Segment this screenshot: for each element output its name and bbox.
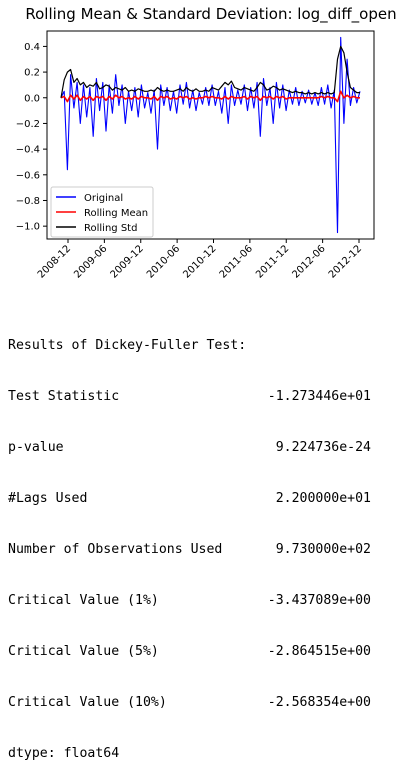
- y-tick-label: −0.8: [16, 196, 40, 207]
- result-label: Critical Value (1%): [8, 593, 159, 608]
- chart-title: Rolling Mean & Standard Deviation: log_d…: [25, 5, 396, 24]
- result-value: -1.273446e+01: [267, 389, 371, 404]
- result-row-critical-5: Critical Value (5%) -2.864515e+00: [8, 643, 371, 660]
- y-tick-label: 0.2: [24, 68, 40, 79]
- result-label: Test Statistic: [8, 389, 120, 404]
- x-tick-label: 2009-12: [109, 243, 146, 280]
- result-row-test-statistic: Test Statistic -1.273446e+01: [8, 388, 371, 405]
- y-tick-label: −1.0: [16, 222, 40, 233]
- y-tick-label: 0.4: [24, 42, 40, 53]
- result-label: Critical Value (5%): [8, 644, 159, 659]
- x-tick-label: 2011-06: [218, 243, 255, 280]
- result-value: -3.437089e+00: [267, 593, 371, 608]
- y-tick-label: 0.0: [24, 93, 40, 104]
- result-value: -2.568354e+00: [267, 695, 371, 710]
- result-value: 9.224736e-24: [275, 440, 371, 455]
- result-row-critical-1: Critical Value (1%) -3.437089e+00: [8, 592, 371, 609]
- dickey-fuller-results: Results of Dickey-Fuller Test: Test Stat…: [8, 303, 396, 779]
- result-label: Critical Value (10%): [8, 695, 167, 710]
- result-label: Number of Observations Used: [8, 542, 223, 557]
- series-line-rolling-std: [60, 45, 360, 98]
- result-value: 9.730000e+02: [275, 542, 371, 557]
- x-tick-label: 2012-06: [290, 243, 327, 280]
- legend: Original Rolling Mean Rolling Std: [50, 186, 154, 238]
- result-row-p-value: p-value 9.224736e-24: [8, 439, 371, 456]
- result-row-observations: Number of Observations Used 9.730000e+02: [8, 541, 371, 558]
- series-layer: [60, 36, 361, 234]
- x-tick-label: 2012-12: [327, 243, 364, 280]
- result-value: -2.864515e+00: [267, 644, 371, 659]
- series-line-rolling-mean: [60, 90, 360, 103]
- y-tick-label: −0.6: [16, 170, 40, 181]
- legend-label-original: Original: [84, 193, 123, 204]
- y-tick-label: −0.4: [16, 145, 40, 156]
- x-tick-label: 2010-06: [145, 243, 182, 280]
- results-heading: Results of Dickey-Fuller Test:: [8, 338, 247, 353]
- result-label: #Lags Used: [8, 491, 88, 506]
- x-tick-label: 2009-06: [72, 243, 109, 280]
- result-row-critical-10: Critical Value (10%) -2.568354e+00: [8, 694, 371, 711]
- result-value: 2.200000e+01: [275, 491, 371, 506]
- y-axis-ticks: 0.4 0.2 0.0 −0.2 −0.4 −0.6 −0.8 −1.0: [16, 42, 47, 233]
- legend-label-rolling-mean: Rolling Mean: [84, 208, 148, 219]
- y-tick-label: −0.2: [16, 119, 40, 130]
- x-axis-ticks: 2008-12 2009-06 2009-12 2010-06 2010-12 2011-…: [36, 239, 364, 281]
- x-tick-label: 2010-12: [181, 243, 218, 280]
- legend-box: [50, 186, 154, 238]
- result-row-lags-used: #Lags Used 2.200000e+01: [8, 490, 371, 507]
- legend-label-rolling-std: Rolling Std: [84, 223, 137, 234]
- x-tick-label: 2011-12: [254, 243, 291, 280]
- results-dtype: dtype: float64: [8, 746, 120, 761]
- rolling-stats-chart: Rolling Mean & Standard Deviation: log_d…: [16, 5, 397, 281]
- x-tick-label: 2008-12: [36, 243, 73, 280]
- result-label: p-value: [8, 440, 64, 455]
